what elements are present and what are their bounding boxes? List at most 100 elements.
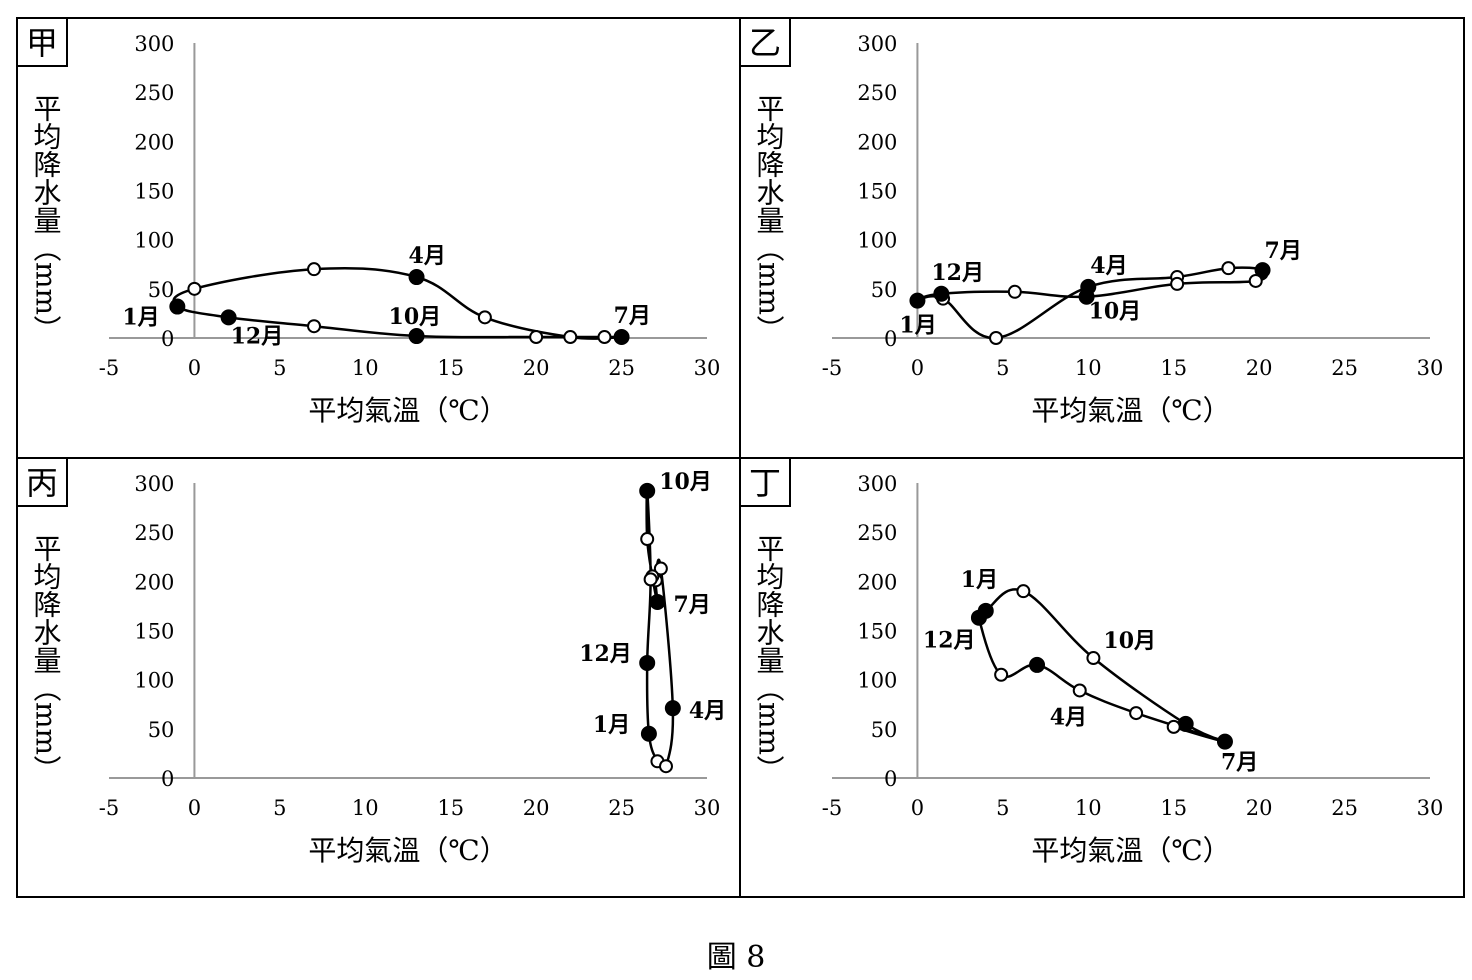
month-11-point (1007, 284, 1022, 299)
month-label: 7月 (614, 303, 651, 329)
y-tick-label: 50 (871, 278, 898, 302)
x-tick-label: 30 (694, 356, 721, 380)
x-tick-label: 10 (1075, 796, 1102, 820)
x-tick-label: 20 (1246, 356, 1273, 380)
month-7-point (1254, 262, 1271, 279)
y-tick-label: 250 (857, 521, 897, 545)
x-tick-label: 5 (996, 796, 1009, 820)
month-6-point (563, 330, 578, 345)
panel-tag-box (739, 17, 791, 67)
month-label: 10月 (389, 304, 442, 330)
y-tick-label: 50 (871, 718, 898, 742)
y-tick-label: 100 (134, 229, 174, 253)
y-axis-label: 平均降水量（mm） (30, 534, 63, 783)
month-10-point (1078, 288, 1095, 305)
month-2-point (187, 281, 202, 296)
y-tick-label: 200 (857, 570, 897, 594)
month-9-point (640, 532, 655, 547)
x-tick-label: 25 (608, 356, 635, 380)
month-12-point (970, 609, 987, 626)
y-tick-label: 100 (857, 669, 897, 693)
x-tick-label: 5 (996, 356, 1009, 380)
month-2-point (1016, 584, 1031, 599)
chart-panel-4: 丁-5 0 5 10 15 20 25 30050100150200250300平均氣溫（℃）… (739, 457, 1444, 867)
month-label: 1月 (122, 305, 159, 331)
y-tick-label: 50 (148, 278, 175, 302)
x-tick-label: -5 (822, 796, 842, 820)
x-tick-label: -5 (99, 356, 119, 380)
x-tick-label: 20 (523, 796, 550, 820)
month-8-point (1129, 706, 1144, 721)
x-tick-label: 5 (273, 356, 286, 380)
month-label: 12月 (231, 323, 284, 349)
panel-tag: 乙 (749, 24, 781, 62)
month-label: 12月 (923, 628, 976, 654)
y-tick-label: 150 (857, 180, 897, 204)
month-11-point (307, 319, 322, 334)
month-11-point (643, 572, 658, 587)
x-tick-label: 25 (1331, 796, 1358, 820)
chart-panel-1: 甲-5 0 5 10 15 20 25 30050100150200250300平均氣溫（℃）… (16, 17, 721, 427)
month-4-point (664, 700, 681, 717)
y-tick-label: 250 (857, 81, 897, 105)
panel-tag: 甲 (26, 24, 58, 62)
month-6-point (1221, 261, 1236, 276)
y-axis-label: 平均降水量（mm） (30, 94, 63, 343)
y-axis-label: 平均降水量（mm） (753, 534, 786, 783)
month-11-point (994, 667, 1009, 682)
month-1-point (640, 725, 657, 742)
y-tick-label: 0 (884, 767, 897, 791)
month-label: 7月 (1221, 750, 1258, 776)
month-3-point (307, 262, 322, 277)
y-tick-label: 150 (857, 620, 897, 644)
y-tick-label: 300 (134, 32, 174, 56)
month-label: 7月 (673, 592, 710, 618)
x-tick-label: 10 (1075, 356, 1102, 380)
month-1-point (909, 292, 926, 309)
month-label: 10月 (659, 469, 712, 495)
month-10-point (408, 328, 425, 345)
month-3-point (1086, 651, 1101, 666)
month-4-point (1177, 715, 1194, 732)
y-tick-label: 0 (161, 327, 174, 351)
y-tick-label: 300 (134, 472, 174, 496)
month-7-point (1216, 733, 1233, 750)
x-axis-label: 平均氣溫（℃） (308, 394, 507, 427)
x-tick-label: 5 (273, 796, 286, 820)
y-tick-label: 150 (134, 180, 174, 204)
month-9-point (529, 330, 544, 345)
x-tick-label: 0 (188, 796, 201, 820)
y-tick-label: 200 (857, 130, 897, 154)
x-tick-label: 15 (437, 796, 464, 820)
x-tick-label: 20 (1246, 796, 1273, 820)
y-tick-label: 300 (857, 32, 897, 56)
x-tick-label: -5 (822, 356, 842, 380)
month-6-point (1166, 719, 1181, 734)
y-axis-label: 平均降水量（mm） (753, 94, 786, 343)
y-tick-label: 300 (857, 472, 897, 496)
x-tick-label: 10 (352, 356, 379, 380)
month-label: 4月 (1090, 253, 1127, 279)
month-label: 10月 (1103, 628, 1156, 654)
x-axis-label: 平均氣溫（℃） (1031, 394, 1230, 427)
month-5-point (653, 561, 668, 576)
x-tick-label: -5 (99, 796, 119, 820)
x-tick-label: 25 (608, 796, 635, 820)
month-label: 1月 (593, 712, 630, 738)
x-tick-label: 30 (1417, 796, 1444, 820)
month-label: 7月 (1265, 238, 1302, 264)
x-tick-label: 10 (352, 796, 379, 820)
y-tick-label: 200 (134, 130, 174, 154)
y-tick-label: 150 (134, 620, 174, 644)
x-tick-label: 20 (523, 356, 550, 380)
panel-tag-box (739, 457, 791, 507)
chart-panel-3: 丙-5 0 5 10 15 20 25 30050100150200250300平均氣溫（℃）… (16, 457, 726, 867)
month-12-point (220, 309, 237, 326)
x-tick-label: 15 (437, 356, 464, 380)
month-label: 1月 (961, 567, 998, 593)
month-9-point (1170, 276, 1185, 291)
month-7-point (613, 329, 630, 346)
x-tick-label: 0 (911, 356, 924, 380)
month-3-point (658, 759, 673, 774)
x-axis-label: 平均氣溫（℃） (1031, 834, 1230, 867)
